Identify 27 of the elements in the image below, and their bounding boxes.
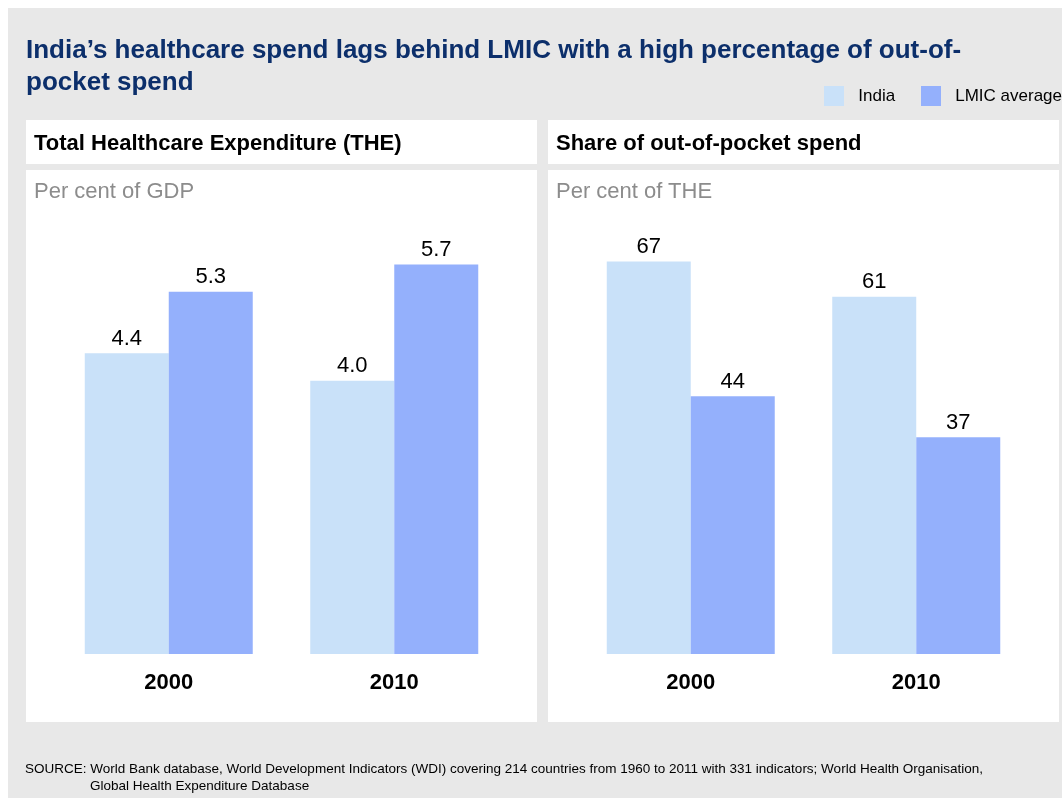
bar (310, 380, 395, 654)
bar (690, 396, 775, 654)
data-label: 37 (946, 408, 971, 434)
y-axis-title: Per cent of GDP (33, 177, 196, 204)
data-label: 5.7 (420, 236, 452, 261)
data-label: 5.3 (195, 263, 227, 289)
bar (168, 291, 253, 654)
bar (606, 261, 691, 654)
data-label: 4.0 (336, 352, 368, 378)
legend-label: India (858, 86, 896, 106)
data-label: 44 (720, 367, 745, 393)
x-tick-label: 2000 (666, 668, 716, 694)
bar (832, 296, 917, 654)
data-label: 61 (862, 268, 887, 294)
bar (394, 264, 479, 654)
y-axis-title: Per cent of THE (555, 177, 714, 204)
bar (84, 353, 169, 654)
legend-label: LMIC average (955, 86, 1062, 106)
x-tick-label: 2010 (891, 668, 941, 694)
chart-title: Share of out-of-pocket spend (555, 129, 863, 157)
bar (916, 437, 1001, 654)
chart-subtitle: Total Healthcare Expenditure (THE) (33, 129, 403, 157)
x-tick-label: 2010 (369, 668, 419, 694)
source-note: SOURCE: World Bank database, World Development Indicators (WDI) covering 214 countries from 1960 to 2011 with 331 indicators; World Health Organisation, Global Health Expenditure Database (25, 760, 984, 794)
x-tick-label: 2000 (144, 668, 194, 694)
data-label: 67 (636, 233, 661, 259)
data-label: 4.4 (111, 324, 143, 350)
